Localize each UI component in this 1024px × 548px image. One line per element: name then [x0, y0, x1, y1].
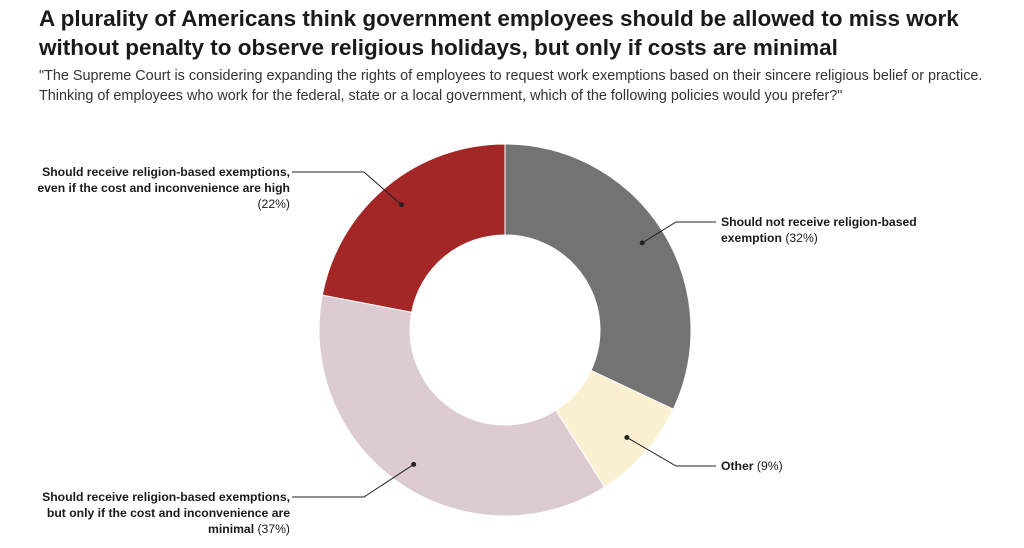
- leader-dot: [624, 434, 630, 440]
- leader-line: [292, 463, 414, 498]
- chart-title: A plurality of Americans think governmen…: [39, 6, 959, 60]
- leader-line: [641, 221, 716, 244]
- slice-label-text: Should not receive religion-based exempt…: [721, 215, 917, 245]
- slice-value-text: (32%): [785, 231, 818, 245]
- slice-label-text: Should receive religion-based exemptions…: [37, 165, 290, 195]
- leader-dot: [411, 461, 417, 467]
- slice-even-if-high: [321, 143, 506, 313]
- leader-line: [626, 437, 716, 467]
- slice-value-text: (22%): [257, 197, 290, 211]
- label-should-not-receive: Should not receive religion-based exempt…: [721, 214, 951, 246]
- slice-label-text: Other: [721, 459, 754, 473]
- leader-line: [292, 171, 402, 206]
- slice-value-text: (37%): [257, 522, 290, 536]
- leader-dot: [639, 240, 645, 246]
- slice-label-text: Should receive religion-based exemptions…: [42, 490, 290, 536]
- label-only-if-minimal: Should receive religion-based exemptions…: [36, 489, 290, 537]
- chart-subtitle: "The Supreme Court is considering expand…: [39, 68, 983, 104]
- slice-only-if-minimal: [318, 294, 606, 517]
- slice-should-not-receive: [504, 143, 692, 410]
- leader-dot: [398, 202, 404, 208]
- label-other: Other (9%): [721, 458, 841, 474]
- label-even-if-high: Should receive religion-based exemptions…: [36, 164, 290, 212]
- slice-value-text: (9%): [756, 459, 783, 473]
